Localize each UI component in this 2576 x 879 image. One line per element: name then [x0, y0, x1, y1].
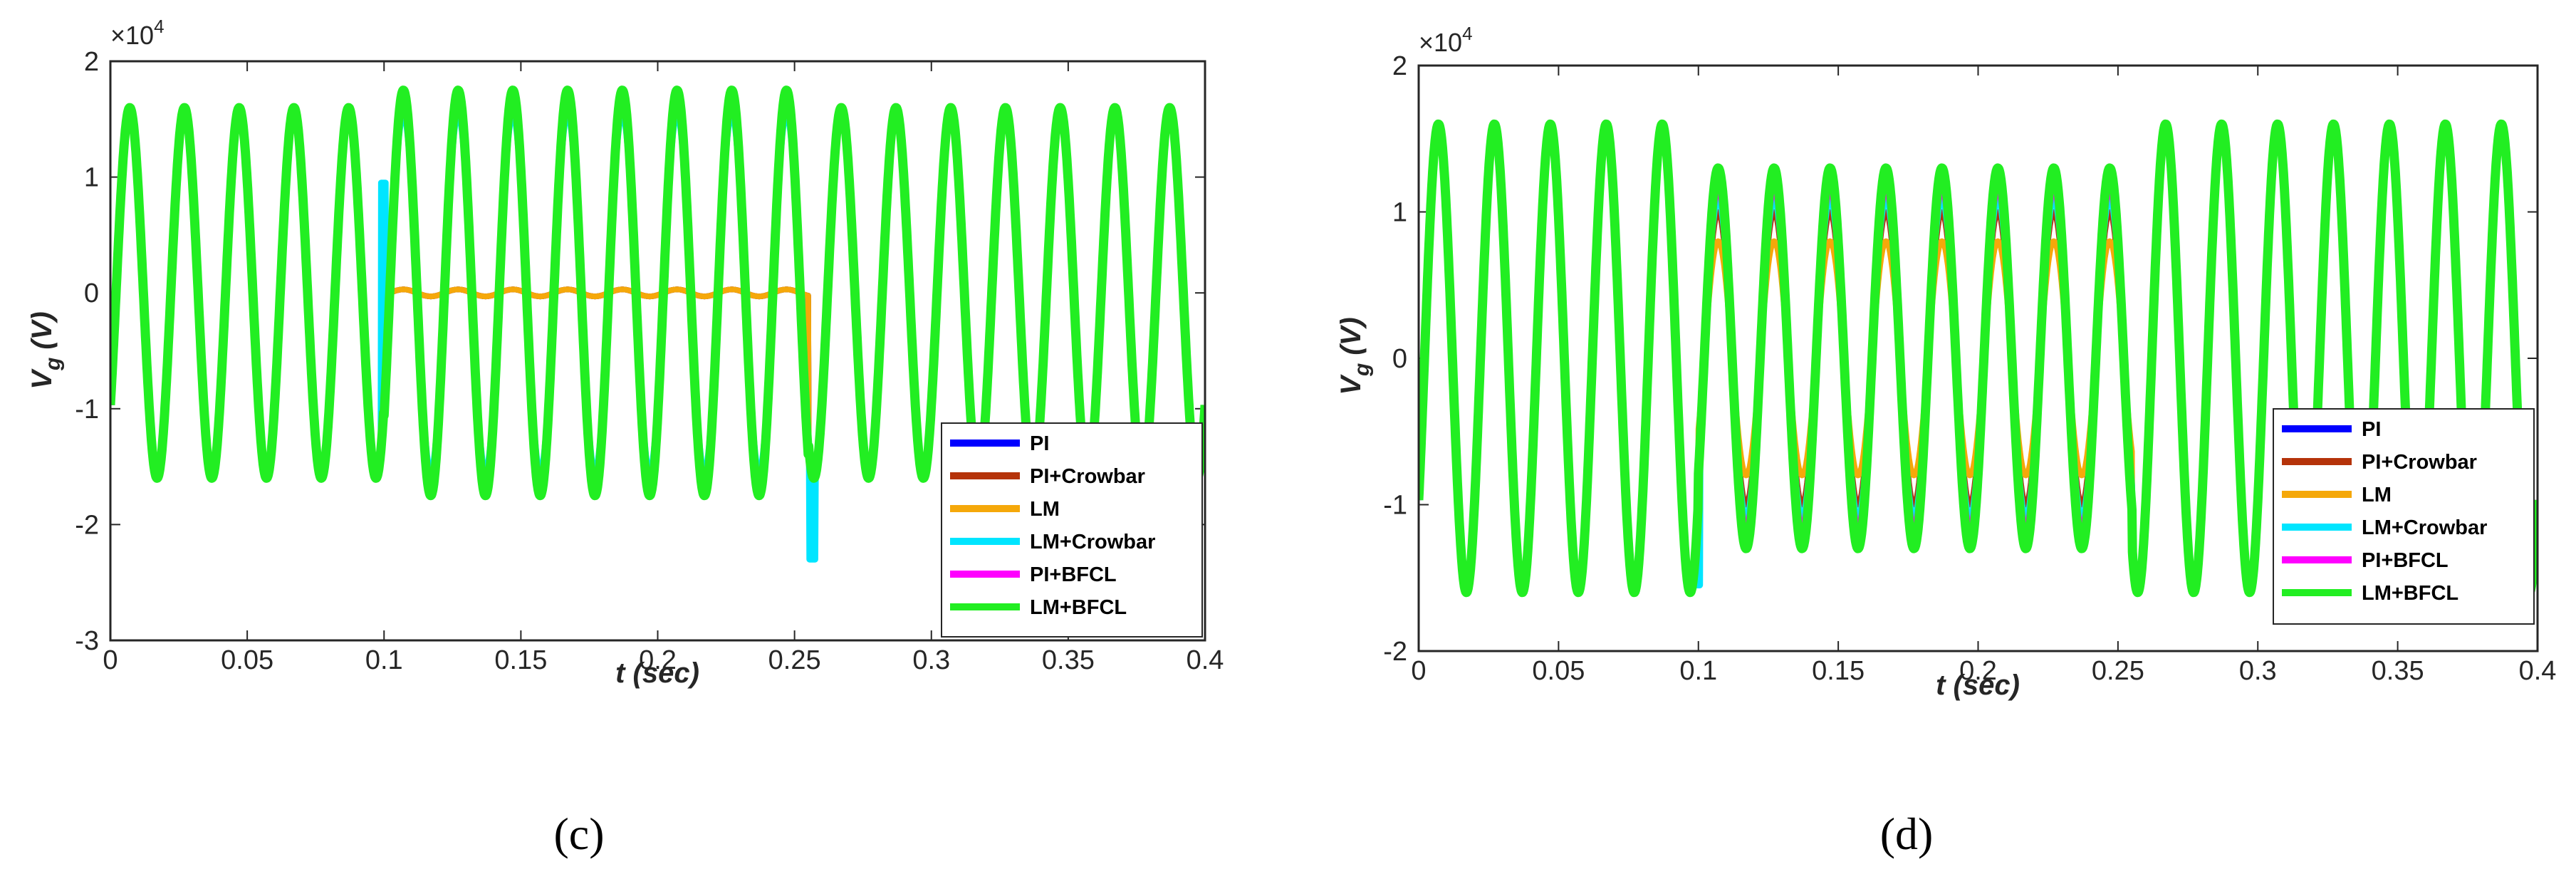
chart-c-legend-label-lm-plus-bfcl: LM+BFCL: [1030, 596, 1127, 619]
chart-c-xtick-label: 0.25: [768, 645, 821, 675]
chart-c-ytick-label: -3: [75, 626, 99, 656]
chart-c-ytick-label: -2: [75, 510, 99, 540]
chart-c-xtick-label: 0.15: [494, 645, 547, 675]
chart-c-ytick-label: 1: [84, 163, 99, 193]
chart-c-series: [110, 85, 1205, 563]
chart-c-legend: PI PI+Crowbar LM LM+Crowbar PI+BFCL LM+BFCL: [941, 422, 1203, 638]
chart-d-ytick-label: 0: [1392, 344, 1407, 374]
chart-d-xtick-label: 0.25: [2092, 656, 2144, 686]
chart-c-xtick-label: 0.3: [912, 645, 950, 675]
chart-c-xtick-label: 0.4: [1187, 645, 1224, 675]
chart-c-exponent: ×104: [110, 16, 165, 50]
chart-d-ytick-label: -1: [1383, 491, 1407, 521]
chart-d-xtick-label: 0.4: [2519, 656, 2557, 686]
chart-d-xtick-label: 0.35: [2372, 656, 2424, 686]
chart-d-legend: PI PI+Crowbar LM LM+Crowbar PI+BFCL LM+BFCL: [2273, 408, 2535, 625]
chart-c-legend-label-lm-plus-crowbar: LM+Crowbar: [1030, 531, 1155, 553]
chart-c-ytick-label: -1: [75, 395, 99, 425]
chart-c-y-axis-label: Vg (V): [26, 311, 65, 389]
chart-c-xtick-label: 0.1: [365, 645, 403, 675]
chart-d-legend-label-pi-plus-crowbar: PI+Crowbar: [2362, 451, 2477, 474]
chart-d-xtick-label: 0.15: [1812, 656, 1865, 686]
chart-d-legend-label-lm-plus-bfcl: LM+BFCL: [2362, 582, 2458, 605]
chart-d-xtick-label: 0.05: [1532, 656, 1585, 686]
chart-c-xtick-label: 0: [103, 645, 118, 675]
chart-d-xtick-label: 0.2: [1959, 656, 1997, 686]
chart-c-ytick-label: 2: [84, 47, 99, 77]
chart-c-legend-box: [941, 422, 1203, 638]
chart-d-ytick-label: 1: [1392, 198, 1407, 228]
chart-c-xtick-label: 0.2: [639, 645, 677, 675]
chart-c-xtick-label: 0.35: [1042, 645, 1095, 675]
chart-d-xtick-label: 0.1: [1679, 656, 1717, 686]
chart-c-xticks: 0 0.05 0.1 0.15 0.2 0.25 0.3 0.35 0.4: [103, 61, 1224, 675]
chart-c-x-axis-label: t (sec): [615, 657, 699, 689]
chart-d-xtick-label: 0.3: [2239, 656, 2277, 686]
chart-d-exponent: ×104: [1419, 23, 1473, 57]
chart-d-legend-box: [2273, 408, 2535, 625]
chart-c-plot-frame: [109, 60, 1206, 642]
chart-c-legend-label-pi: PI: [1030, 432, 1049, 455]
chart-c-legend-label-lm: LM: [1030, 498, 1060, 521]
chart-d-legend-label-lm: LM: [2362, 484, 2392, 506]
chart-d-panel-label: (d): [1880, 808, 1934, 859]
chart-d-xtick-label: 0: [1411, 656, 1426, 686]
chart-c-xtick-label: 0.05: [221, 645, 273, 675]
chart-c-panel-label: (c): [553, 808, 604, 859]
chart-c-legend-label-pi-plus-crowbar: PI+Crowbar: [1030, 465, 1145, 488]
chart-d-legend-label-pi: PI: [2362, 418, 2381, 441]
chart-d-plot-frame: [1417, 64, 2539, 652]
chart-c: ×104 -3 -2 -1 0 1 2 0 0.05 0.1 0.15 0.2 0.25 0.3 0.3…: [26, 16, 1224, 859]
chart-d-legend-label-pi-plus-bfcl: PI+BFCL: [2362, 549, 2449, 572]
chart-c-legend-label-pi-plus-bfcl: PI+BFCL: [1030, 563, 1117, 586]
chart-d-ytick-label: -2: [1383, 637, 1407, 667]
chart-d-ytick-label: 2: [1392, 51, 1407, 81]
chart-c-series-lm-plus-bfcl: [110, 85, 1205, 501]
chart-c-ytick-label: 0: [84, 279, 99, 308]
chart-d-y-axis-label: Vg (V): [1335, 317, 1374, 395]
chart-d-yticks: -2 -1 0 1 2: [1383, 51, 2538, 667]
chart-d-x-axis-label: t (sec): [1936, 670, 2020, 701]
chart-d-legend-label-lm-plus-crowbar: LM+Crowbar: [2362, 516, 2487, 539]
chart-d: ×104 -2 -1 0 1 2 0 0.05 0.1 0.15 0.2 0.25 0.3 0.35 0…: [1335, 23, 2556, 859]
